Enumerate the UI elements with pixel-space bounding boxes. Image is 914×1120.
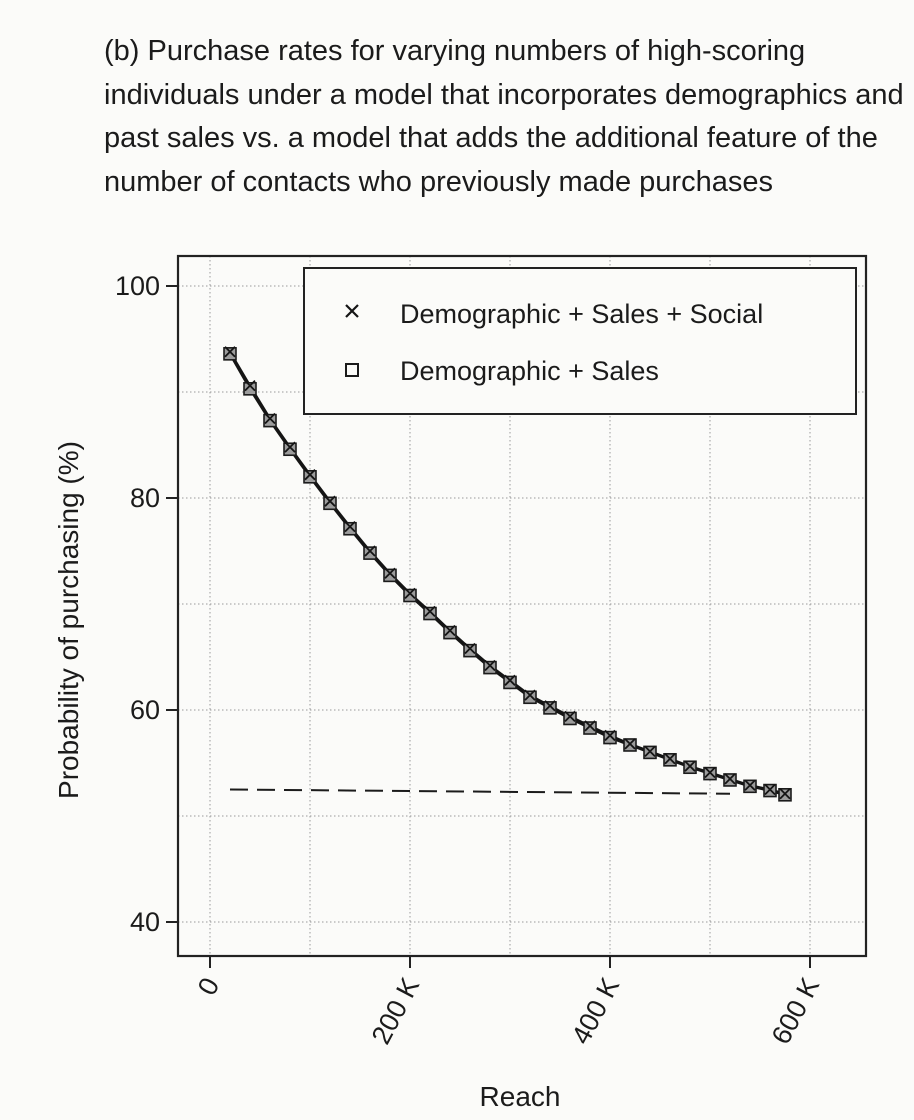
point-x xyxy=(764,783,776,796)
point-square xyxy=(383,568,397,583)
y-tick-label: 60 xyxy=(130,695,160,725)
point-x xyxy=(464,642,476,655)
series-line-demographic-sales-social xyxy=(229,351,786,795)
point-square xyxy=(223,347,237,361)
point-x xyxy=(304,469,316,481)
point-x xyxy=(644,745,656,757)
point-x xyxy=(364,545,376,557)
point-x xyxy=(344,520,356,533)
y-axis-title: Probability of purchasing (%) xyxy=(53,441,84,799)
baseline-dashed-line xyxy=(229,788,731,795)
point-square xyxy=(503,675,517,690)
x-tick-label: 400 K xyxy=(566,973,626,1049)
point-x xyxy=(779,788,791,800)
point-square xyxy=(563,711,577,726)
plot-frame xyxy=(176,254,868,958)
point-x xyxy=(744,779,756,791)
point-x xyxy=(284,441,296,453)
y-tick-label: 100 xyxy=(115,271,160,301)
chart-caption: (b) Purchase rates for varying numbers o… xyxy=(104,35,904,198)
point-x xyxy=(404,587,416,600)
point-square xyxy=(303,469,317,484)
point-square xyxy=(283,442,297,457)
point-x xyxy=(424,605,436,618)
point-square xyxy=(443,625,457,640)
point-square xyxy=(543,701,557,715)
legend-label-demographic-sales-social: Demographic + Sales + Social xyxy=(400,299,763,329)
legend-box xyxy=(303,267,857,415)
point-x xyxy=(724,773,736,785)
x-tick-label: 200 K xyxy=(366,973,426,1049)
point-square xyxy=(523,690,537,705)
point-square xyxy=(463,643,477,658)
legend-marker-x xyxy=(345,304,359,318)
x-tick-label: 0 xyxy=(192,973,226,1000)
point-square xyxy=(363,546,377,560)
point-square xyxy=(483,660,497,675)
point-square xyxy=(263,413,277,428)
point-x xyxy=(264,412,276,425)
x-tick-label: 600 K xyxy=(766,973,826,1049)
point-x xyxy=(524,689,536,701)
series-group xyxy=(223,346,792,802)
point-x xyxy=(384,567,396,579)
point-x xyxy=(244,380,256,392)
point-square xyxy=(343,521,357,536)
x-axis-title: Reach xyxy=(480,1081,561,1112)
y-tick-label: 40 xyxy=(130,907,160,937)
point-x xyxy=(584,720,596,732)
point-x xyxy=(704,766,716,779)
point-x xyxy=(604,729,616,742)
legend-label-demographic-sales: Demographic + Sales xyxy=(400,356,659,386)
point-square xyxy=(243,382,257,396)
point-x xyxy=(664,753,676,765)
point-square xyxy=(603,730,617,745)
legend: Demographic + Sales + Social Demographic … xyxy=(303,267,857,415)
baseline-group xyxy=(229,788,731,795)
point-square xyxy=(323,496,337,511)
series-line-demographic-sales xyxy=(228,353,786,797)
point-x xyxy=(564,710,576,722)
point-x xyxy=(504,674,516,686)
point-x xyxy=(444,624,456,637)
point-square xyxy=(423,606,437,621)
point-x xyxy=(484,659,496,672)
point-x xyxy=(624,738,636,750)
point-square xyxy=(583,721,597,735)
y-tick-label: 80 xyxy=(130,483,160,513)
legend-marker-square xyxy=(345,363,359,377)
point-x xyxy=(224,346,236,358)
point-square xyxy=(403,588,417,603)
point-x xyxy=(324,495,336,507)
point-x xyxy=(544,700,556,712)
point-x xyxy=(684,760,696,772)
